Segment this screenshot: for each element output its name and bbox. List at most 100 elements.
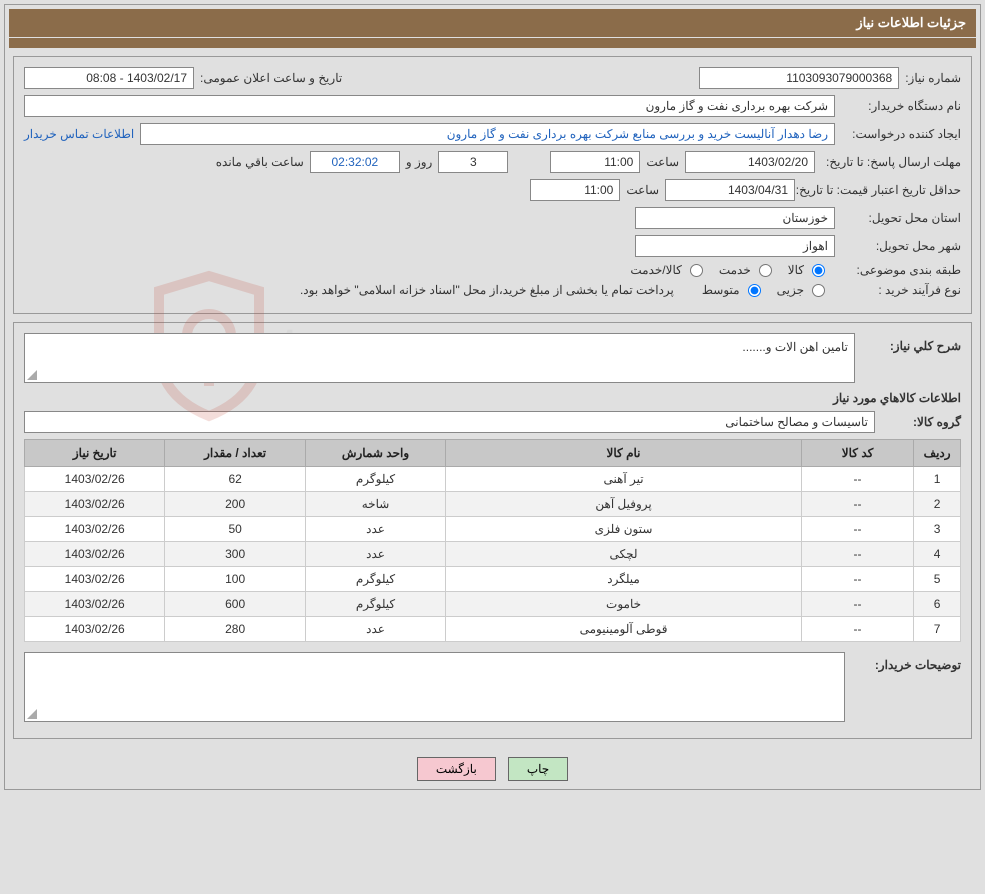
requester-label: ایجاد کننده درخواست: (841, 127, 961, 141)
need-no-label: شماره نیاز: (905, 71, 961, 85)
table-cell: -- (801, 542, 913, 567)
remaining-label: ساعت باقي مانده (216, 155, 304, 169)
table-cell: عدد (305, 542, 445, 567)
table-cell: قوطی آلومینیومی (446, 617, 802, 642)
need-no-value: 1103093079000368 (699, 67, 899, 89)
table-cell: شاخه (305, 492, 445, 517)
table-cell: کیلوگرم (305, 467, 445, 492)
table-row: 7--قوطی آلومینیومیعدد2801403/02/26 (25, 617, 961, 642)
hour-label-2: ساعت (626, 183, 659, 197)
buyer-org-label: نام دستگاه خریدار: (841, 99, 961, 113)
deadline-date: 1403/02/20 (685, 151, 815, 173)
table-cell: پروفیل آهن (446, 492, 802, 517)
details-panel: شماره نیاز: 1103093079000368 تاریخ و ساع… (13, 56, 972, 314)
radio-goods-label: کالا (788, 263, 804, 277)
table-cell: -- (801, 592, 913, 617)
table-header: تاریخ نیاز (25, 440, 165, 467)
table-cell: -- (801, 467, 913, 492)
table-row: 1--تیر آهنیکیلوگرم621403/02/26 (25, 467, 961, 492)
process-label: نوع فرآیند خرید : (841, 283, 961, 297)
table-cell: ستون فلزی (446, 517, 802, 542)
radio-medium[interactable] (748, 284, 761, 297)
buyer-notes-label: توضیحات خریدار: (851, 652, 961, 672)
overall-desc-label: شرح کلي نياز: (861, 333, 961, 353)
table-header: تعداد / مقدار (165, 440, 305, 467)
buyer-contact-link[interactable]: اطلاعات تماس خریدار (24, 127, 134, 141)
countdown-value: 02:32:02 (310, 151, 400, 173)
table-cell: تیر آهنی (446, 467, 802, 492)
radio-medium-label: متوسط (702, 283, 740, 297)
table-cell: 1403/02/26 (25, 567, 165, 592)
category-label: طبقه بندی موضوعی: (841, 263, 961, 277)
goods-info-title: اطلاعات کالاهاي مورد نیاز (24, 391, 961, 405)
goods-panel: شرح کلي نياز: تامین اهن الات و....... اط… (13, 322, 972, 739)
table-cell: -- (801, 567, 913, 592)
print-button[interactable]: چاپ (508, 757, 568, 781)
radio-partial[interactable] (812, 284, 825, 297)
deadline-time: 11:00 (550, 151, 640, 173)
table-cell: 62 (165, 467, 305, 492)
announce-value: 1403/02/17 - 08:08 (24, 67, 194, 89)
buyer-notes-box[interactable] (24, 652, 845, 722)
table-cell: 3 (914, 517, 961, 542)
table-cell: 280 (165, 617, 305, 642)
table-cell: 1 (914, 467, 961, 492)
table-cell: عدد (305, 617, 445, 642)
table-row: 6--خاموتکیلوگرم6001403/02/26 (25, 592, 961, 617)
table-cell: 1403/02/26 (25, 467, 165, 492)
city-label: شهر محل تحویل: (841, 239, 961, 253)
validity-label: حداقل تاریخ اعتبار قیمت: تا تاریخ: (801, 183, 961, 197)
table-row: 5--میلگردکیلوگرم1001403/02/26 (25, 567, 961, 592)
table-cell: 100 (165, 567, 305, 592)
table-header: ردیف (914, 440, 961, 467)
table-cell: 1403/02/26 (25, 617, 165, 642)
table-cell: 2 (914, 492, 961, 517)
overall-desc-box[interactable]: تامین اهن الات و....... (24, 333, 855, 383)
table-cell: 1403/02/26 (25, 592, 165, 617)
page-title: جزئیات اطلاعات نیاز (9, 9, 976, 37)
table-row: 4--لچکیعدد3001403/02/26 (25, 542, 961, 567)
radio-goods[interactable] (812, 264, 825, 277)
province-label: استان محل تحویل: (841, 211, 961, 225)
announce-label: تاریخ و ساعت اعلان عمومی: (200, 71, 342, 85)
table-header: نام کالا (446, 440, 802, 467)
table-cell: -- (801, 617, 913, 642)
table-cell: 1403/02/26 (25, 492, 165, 517)
validity-date: 1403/04/31 (665, 179, 795, 201)
process-note: پرداخت تمام یا بخشی از مبلغ خرید،از محل … (300, 283, 674, 297)
buyer-org-value: شرکت بهره برداری نفت و گاز مارون (24, 95, 835, 117)
table-cell: 4 (914, 542, 961, 567)
table-row: 2--پروفیل آهنشاخه2001403/02/26 (25, 492, 961, 517)
requester-value: رضا دهدار آنالیست خرید و بررسی منابع شرک… (140, 123, 835, 145)
table-cell: -- (801, 517, 913, 542)
resize-handle-icon[interactable] (27, 709, 37, 719)
days-and-label: روز و (406, 155, 433, 169)
table-cell: 5 (914, 567, 961, 592)
radio-service[interactable] (759, 264, 772, 277)
radio-partial-label: جزیی (777, 283, 804, 297)
days-remaining: 3 (438, 151, 508, 173)
city-value: اهواز (635, 235, 835, 257)
group-value: تاسیسات و مصالح ساختمانی (24, 411, 875, 433)
table-cell: کیلوگرم (305, 592, 445, 617)
province-value: خوزستان (635, 207, 835, 229)
radio-goods-service[interactable] (690, 264, 703, 277)
resize-handle-icon[interactable] (27, 370, 37, 380)
radio-service-label: خدمت (719, 263, 751, 277)
table-header: واحد شمارش (305, 440, 445, 467)
goods-table: ردیفکد کالانام کالاواحد شمارشتعداد / مقد… (24, 439, 961, 642)
hour-label-1: ساعت (646, 155, 679, 169)
table-cell: 1403/02/26 (25, 542, 165, 567)
overall-desc-text: تامین اهن الات و....... (742, 340, 848, 354)
table-header: کد کالا (801, 440, 913, 467)
back-button[interactable]: بازگشت (417, 757, 496, 781)
group-label: گروه کالا: (881, 415, 961, 429)
button-row: چاپ بازگشت (9, 747, 976, 785)
table-cell: خاموت (446, 592, 802, 617)
table-cell: عدد (305, 517, 445, 542)
table-cell: 50 (165, 517, 305, 542)
table-cell: -- (801, 492, 913, 517)
radio-goods-service-label: کالا/خدمت (630, 263, 681, 277)
table-cell: 6 (914, 592, 961, 617)
table-cell: 7 (914, 617, 961, 642)
